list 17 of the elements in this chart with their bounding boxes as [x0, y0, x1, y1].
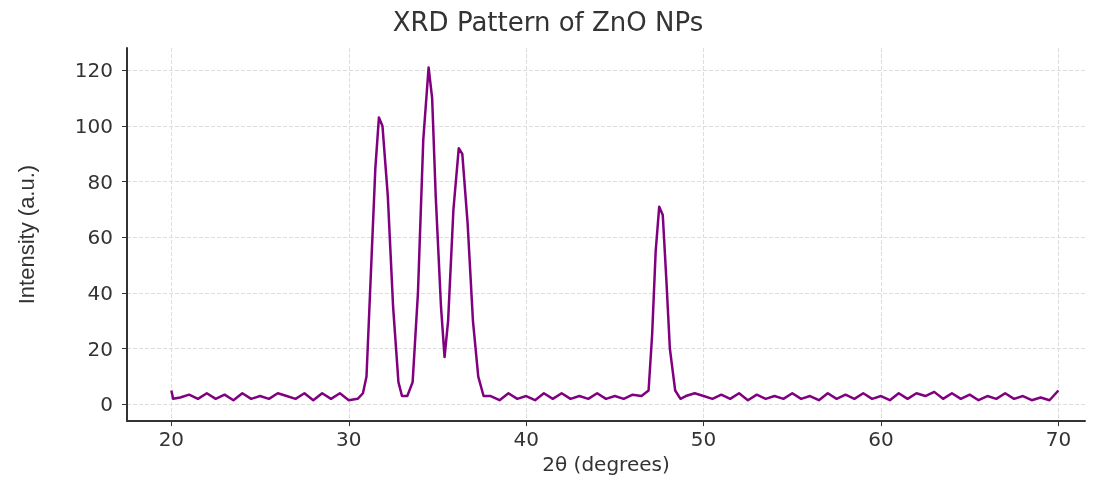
y-tick-label: 60: [87, 225, 113, 250]
x-tick-label: 40: [513, 427, 539, 452]
y-tick-label: 40: [87, 281, 113, 306]
y-tick-label: 20: [87, 336, 113, 361]
y-tick-label: 100: [74, 113, 113, 138]
y-axis-title: Intensity (a.u.): [13, 164, 39, 305]
x-axis-title: 2θ (degrees): [542, 452, 670, 476]
x-tick-label: 60: [868, 427, 894, 452]
x-tick-label: 20: [158, 427, 185, 452]
y-tick-label: 80: [87, 169, 113, 194]
line-series: [170, 66, 1060, 402]
y-tick-label: 120: [74, 58, 113, 83]
x-tick-label: 70: [1045, 427, 1072, 452]
chart-title: XRD Pattern of ZnO NPs: [392, 7, 704, 37]
y-tick-label: 0: [100, 392, 113, 417]
x-tick-label: 50: [690, 427, 717, 452]
x-tick-label: 30: [336, 427, 362, 452]
